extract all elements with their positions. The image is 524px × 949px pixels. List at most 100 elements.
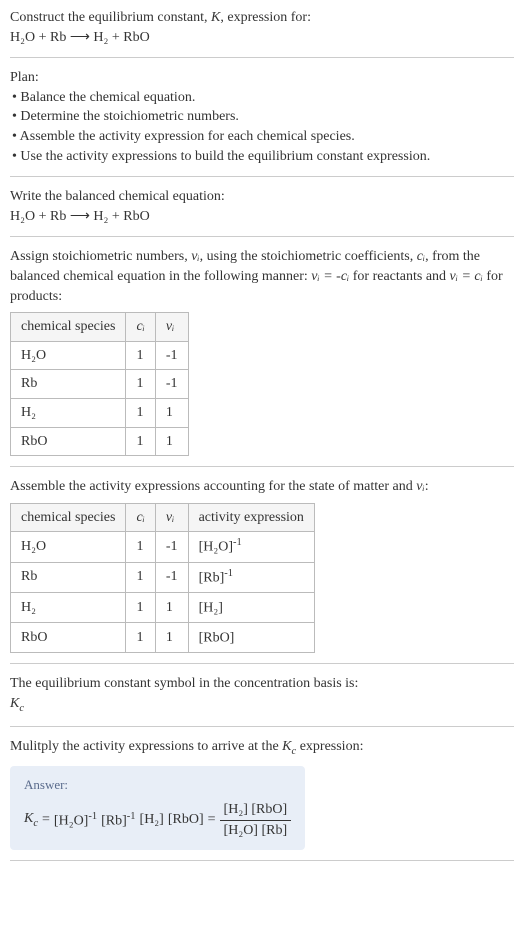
assemble-t2: : <box>425 479 429 494</box>
cell: H₂ <box>11 398 126 427</box>
t1b: [H₂O] <box>54 813 88 828</box>
col-species: chemical species <box>11 503 126 532</box>
col-species: chemical species <box>11 313 126 342</box>
symbol-section: The equilibrium constant symbol in the c… <box>10 674 514 727</box>
cell: [Rb]-1 <box>188 562 314 592</box>
ae-base: [H₂] <box>199 600 223 615</box>
assign-text: Assign stoichiometric numbers, νᵢ, using… <box>10 247 514 306</box>
c-sub: c <box>19 703 24 714</box>
plan-bullet: • Assemble the activity expression for e… <box>12 127 514 147</box>
multiply-text: Mulitply the activity expressions to arr… <box>10 737 514 759</box>
ae-exp: -1 <box>224 568 233 579</box>
table-row: RbO11 <box>11 427 189 456</box>
mult-t2: expression: <box>296 739 363 754</box>
cell: H₂O <box>11 341 126 370</box>
k: K <box>282 739 291 754</box>
cell: 1 <box>126 562 155 592</box>
cell: 1 <box>155 427 188 456</box>
t2b: [Rb] <box>101 813 127 828</box>
ae-exp: -1 <box>233 537 242 548</box>
cell: 1 <box>126 532 155 562</box>
assign-t4: for reactants and <box>349 269 449 284</box>
intro-equation: H₂O + Rb ⟶ H₂ + RbO <box>10 28 514 48</box>
symbol-text: The equilibrium constant symbol in the c… <box>10 674 514 694</box>
term4: [RbO] <box>168 810 204 830</box>
kc-symbol: Kc <box>10 694 514 716</box>
numerator: [H₂] [RbO] <box>220 800 292 821</box>
cell: -1 <box>155 370 188 399</box>
col-ci: cᵢ <box>126 503 155 532</box>
cell: [RbO] <box>188 623 314 653</box>
cell: 1 <box>126 592 155 622</box>
col-activity: activity expression <box>188 503 314 532</box>
cell: Rb <box>11 370 126 399</box>
fraction: [H₂] [RbO] [H₂O] [Rb] <box>220 800 292 840</box>
table-row: H₂11[H₂] <box>11 592 315 622</box>
assign-table: chemical species cᵢ νᵢ H₂O1-1 Rb1-1 H₂11… <box>10 312 189 456</box>
equals2: = <box>208 810 216 830</box>
intro-line1: Construct the equilibrium constant, <box>10 10 211 25</box>
assemble-t1: Assemble the activity expressions accoun… <box>10 479 416 494</box>
plan-bullet: • Use the activity expressions to build … <box>12 147 514 167</box>
plan-bullet: • Determine the stoichiometric numbers. <box>12 107 514 127</box>
multiply-section: Mulitply the activity expressions to arr… <box>10 737 514 861</box>
cell: H₂ <box>11 592 126 622</box>
rel2: νᵢ = cᵢ <box>450 269 483 284</box>
cell: -1 <box>155 532 188 562</box>
assign-t1: Assign stoichiometric numbers, <box>10 249 191 264</box>
cell: 1 <box>126 398 155 427</box>
cell: [H₂O]-1 <box>188 532 314 562</box>
equals: = <box>42 810 50 830</box>
plan-bullet: • Balance the chemical equation. <box>12 88 514 108</box>
term2: [Rb]-1 <box>101 810 135 831</box>
term1: [H₂O]-1 <box>54 810 97 831</box>
denominator: [H₂O] [Rb] <box>220 821 292 841</box>
col-nu: νᵢ <box>155 313 188 342</box>
cell: [H₂] <box>188 592 314 622</box>
cell: 1 <box>126 341 155 370</box>
plan-section: Plan: • Balance the chemical equation. •… <box>10 68 514 177</box>
answer-formula: Kc = [H₂O]-1 [Rb]-1 [H₂] [RbO] = [H₂] [R… <box>24 800 291 840</box>
cell: 1 <box>126 623 155 653</box>
table-row: Rb1-1 <box>11 370 189 399</box>
table-header-row: chemical species cᵢ νᵢ <box>11 313 189 342</box>
nu-symbol: νᵢ <box>416 479 424 494</box>
table-row: H₂11 <box>11 398 189 427</box>
table-row: RbO11[RbO] <box>11 623 315 653</box>
k: K <box>24 811 33 826</box>
cell: -1 <box>155 341 188 370</box>
balanced-equation: H₂O + Rb ⟶ H₂ + RbO <box>10 207 514 227</box>
cell: H₂O <box>11 532 126 562</box>
balanced-title: Write the balanced chemical equation: <box>10 187 514 207</box>
ae-base: [Rb] <box>199 570 225 585</box>
cell: 1 <box>126 370 155 399</box>
intro-text: Construct the equilibrium constant, K, e… <box>10 8 514 28</box>
kc: Kc <box>24 809 38 831</box>
k-symbol: K <box>211 10 220 25</box>
col-ci: cᵢ <box>126 313 155 342</box>
cell: 1 <box>155 623 188 653</box>
ae-base: [RbO] <box>199 631 235 646</box>
t2e: -1 <box>127 811 136 822</box>
table-header-row: chemical species cᵢ νᵢ activity expressi… <box>11 503 315 532</box>
c-sub: c <box>33 818 38 829</box>
t1e: -1 <box>88 811 97 822</box>
term3: [H₂] <box>140 810 164 830</box>
nu-symbol: νᵢ <box>191 249 199 264</box>
assemble-table: chemical species cᵢ νᵢ activity expressi… <box>10 503 315 654</box>
answer-box: Answer: Kc = [H₂O]-1 [Rb]-1 [H₂] [RbO] =… <box>10 766 305 850</box>
balanced-section: Write the balanced chemical equation: H₂… <box>10 187 514 237</box>
cell: 1 <box>155 398 188 427</box>
table-row: H₂O1-1[H₂O]-1 <box>11 532 315 562</box>
answer-label: Answer: <box>24 776 291 794</box>
assign-t2: , using the stoichiometric coefficients, <box>200 249 417 264</box>
table-row: Rb1-1[Rb]-1 <box>11 562 315 592</box>
plan-title: Plan: <box>10 68 514 88</box>
ci-symbol: cᵢ <box>417 249 425 264</box>
assemble-section: Assemble the activity expressions accoun… <box>10 477 514 664</box>
mult-t1: Mulitply the activity expressions to arr… <box>10 739 282 754</box>
rel1: νᵢ = -cᵢ <box>311 269 349 284</box>
assemble-text: Assemble the activity expressions accoun… <box>10 477 514 497</box>
cell: RbO <box>11 427 126 456</box>
intro-section: Construct the equilibrium constant, K, e… <box>10 8 514 58</box>
